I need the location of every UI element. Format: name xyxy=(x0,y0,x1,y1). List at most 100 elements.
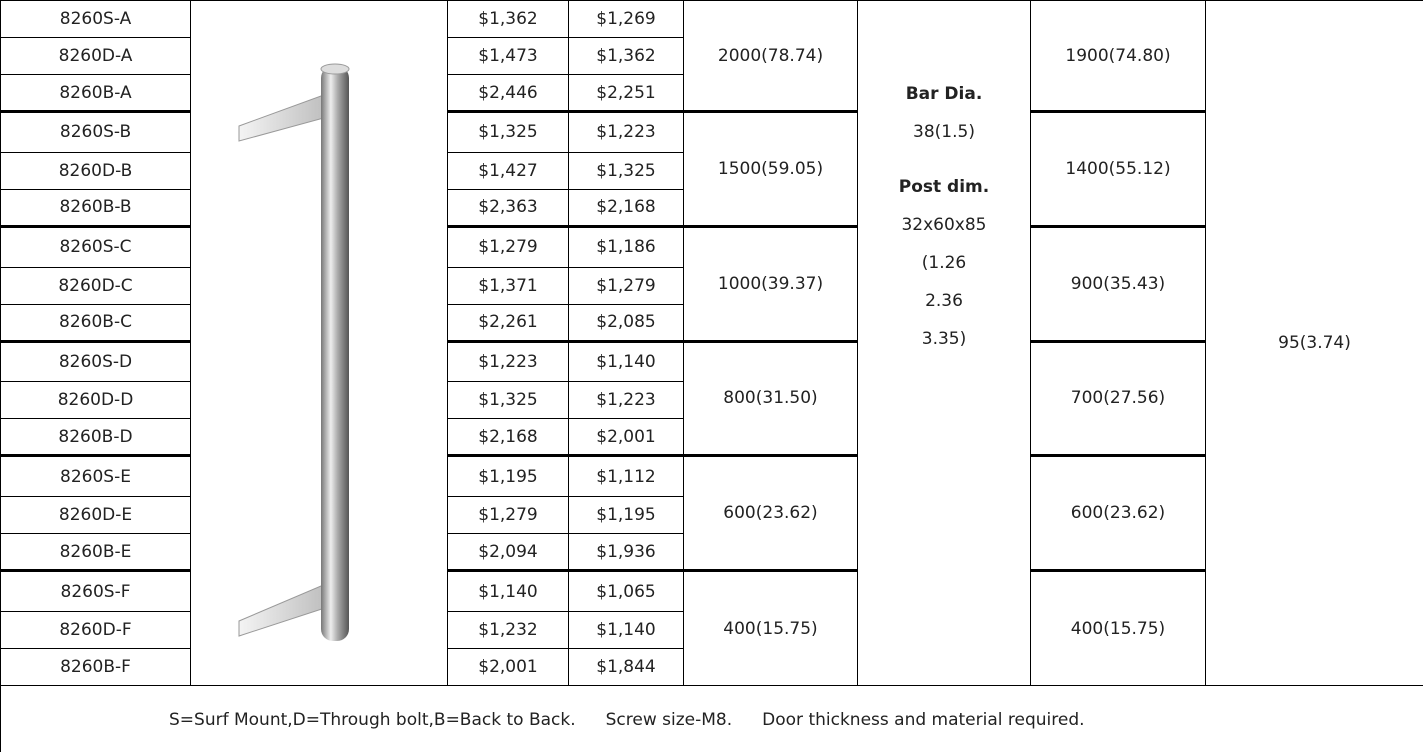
table-row: 8260S-C $1,279 $1,186 1000(39.37) 900(35.43) xyxy=(0,224,1423,342)
table-row: 8260B-A $2,446 $2,251 xyxy=(0,74,1423,112)
price-cell: $2,094 xyxy=(447,533,569,572)
footer-note: Screw size-M8. xyxy=(605,709,733,730)
table-row: 8260D-A $1,473 $1,362 xyxy=(0,37,1423,75)
price-cell: $2,363 xyxy=(447,188,569,227)
price-cell: $1,279 xyxy=(447,224,569,268)
model-cell: 8260S-B xyxy=(0,110,191,153)
model-cell: 8260B-E xyxy=(0,533,191,572)
length-cell: 2000(78.74) xyxy=(683,0,858,112)
price-cell: $1,371 xyxy=(447,266,569,305)
footer-cell: S=Surf Mount,D=Through bolt,B=Back to Ba… xyxy=(0,685,1423,752)
table-row: 8260S-E $1,195 $1,112 600(23.62) 600(23.62) xyxy=(0,454,1423,572)
table-row: 8260B-F $2,001 $1,844 xyxy=(0,648,1423,686)
price-cell: $2,446 xyxy=(447,74,569,112)
image-cell xyxy=(190,0,448,686)
model-cell: 8260B-B xyxy=(0,188,191,227)
center-cell: 400(15.75) xyxy=(1030,569,1206,686)
table-row: 8260B-E $2,094 $1,936 xyxy=(0,533,1423,572)
price-cell: $1,427 xyxy=(447,151,569,190)
length-cell: 800(31.50) xyxy=(683,339,858,457)
info-line: (1.26 xyxy=(921,253,967,273)
center-cell: 600(23.62) xyxy=(1030,454,1206,572)
model-cell: 8260D-E xyxy=(0,496,191,535)
price-cell: $1,279 xyxy=(568,266,684,305)
price-cell: $2,261 xyxy=(447,303,569,342)
price-cell: $1,844 xyxy=(568,648,684,686)
info-line: 32x60x85 xyxy=(901,215,987,235)
price-cell: $1,269 xyxy=(568,0,684,38)
price-cell: $2,001 xyxy=(447,648,569,686)
table-row: 8260S-A $1,362 $1,269 2000(78.74) Bar Dia. 3… xyxy=(0,0,1423,686)
footer-note: Door thickness and material required. xyxy=(762,709,1085,730)
price-cell: $1,223 xyxy=(568,110,684,153)
model-cell: 8260S-F xyxy=(0,569,191,612)
table-row: 8260D-F $1,232 $1,140 xyxy=(0,611,1423,649)
info-line: 3.35) xyxy=(921,329,967,349)
model-cell: 8260B-A xyxy=(0,74,191,112)
table-row: 8260B-C $2,261 $2,085 xyxy=(0,303,1423,342)
center-cell: 1900(74.80) xyxy=(1030,0,1206,112)
price-cell: $1,232 xyxy=(447,611,569,649)
info-cell: Bar Dia. 38(1.5) Post dim. 32x60x85 (1.26 2.3… xyxy=(857,0,1031,686)
price-cell: $1,325 xyxy=(447,110,569,153)
info-line: 2.36 xyxy=(925,291,963,311)
price-cell: $2,168 xyxy=(447,418,569,457)
price-cell: $1,195 xyxy=(447,454,569,498)
model-cell: 8260B-D xyxy=(0,418,191,457)
footer-note: S=Surf Mount,D=Through bolt,B=Back to Ba… xyxy=(169,709,576,730)
model-cell: 8260S-C xyxy=(0,224,191,268)
table-row: 8260D-B $1,427 $1,325 xyxy=(0,151,1423,190)
price-cell: $1,362 xyxy=(568,37,684,75)
length-cell: 1500(59.05) xyxy=(683,110,858,227)
length-cell: 600(23.62) xyxy=(683,454,858,572)
table-row: 8260B-B $2,363 $2,168 xyxy=(0,188,1423,227)
price-cell: $2,001 xyxy=(568,418,684,457)
table-row: 8260S-B $1,325 $1,223 1500(59.05) 1400(55.12… xyxy=(0,110,1423,227)
model-cell: 8260D-C xyxy=(0,266,191,305)
model-cell: 8260D-B xyxy=(0,151,191,190)
info-label: Post dim. xyxy=(898,177,990,197)
price-cell: $1,223 xyxy=(447,339,569,383)
projection-cell: 95(3.74) xyxy=(1205,0,1423,686)
model-cell: 8260B-F xyxy=(0,648,191,686)
center-cell: 900(35.43) xyxy=(1030,224,1206,342)
model-cell: 8260D-F xyxy=(0,611,191,649)
model-cell: 8260S-D xyxy=(0,339,191,383)
price-cell: $1,279 xyxy=(447,496,569,535)
price-cell: $2,085 xyxy=(568,303,684,342)
price-cell: $1,936 xyxy=(568,533,684,572)
price-cell: $1,223 xyxy=(568,381,684,420)
model-cell: 8260B-C xyxy=(0,303,191,342)
price-cell: $1,140 xyxy=(568,339,684,383)
handle-image xyxy=(238,63,350,641)
info-label: Bar Dia. xyxy=(905,84,983,104)
center-cell: 700(27.56) xyxy=(1030,339,1206,457)
price-cell: $2,251 xyxy=(568,74,684,112)
price-cell: $1,065 xyxy=(568,569,684,612)
model-cell: 8260S-E xyxy=(0,454,191,498)
model-cell: 8260D-A xyxy=(0,37,191,75)
center-cell: 1400(55.12) xyxy=(1030,110,1206,227)
table-row: 8260S-D $1,223 $1,140 800(31.50) 700(27.56) xyxy=(0,339,1423,457)
info-line: 38(1.5) xyxy=(913,122,975,142)
price-cell: $1,325 xyxy=(447,381,569,420)
model-cell: 8260D-D xyxy=(0,381,191,420)
price-cell: $1,362 xyxy=(447,0,569,38)
footer-row: S=Surf Mount,D=Through bolt,B=Back to Ba… xyxy=(0,685,1423,752)
model-cell: 8260S-A xyxy=(0,0,191,38)
price-cell: $1,195 xyxy=(568,496,684,535)
length-cell: 1000(39.37) xyxy=(683,224,858,342)
price-cell: $1,186 xyxy=(568,224,684,268)
price-cell: $1,140 xyxy=(568,611,684,649)
price-cell: $1,473 xyxy=(447,37,569,75)
price-cell: $1,325 xyxy=(568,151,684,190)
price-cell: $1,140 xyxy=(447,569,569,612)
price-cell: $1,112 xyxy=(568,454,684,498)
table-row: 8260S-F $1,140 $1,065 400(15.75) 400(15.75) xyxy=(0,569,1423,686)
table-row: 8260D-C $1,371 $1,279 xyxy=(0,266,1423,305)
table-row: 8260D-E $1,279 $1,195 xyxy=(0,496,1423,535)
length-cell: 400(15.75) xyxy=(683,569,858,686)
price-cell: $2,168 xyxy=(568,188,684,227)
